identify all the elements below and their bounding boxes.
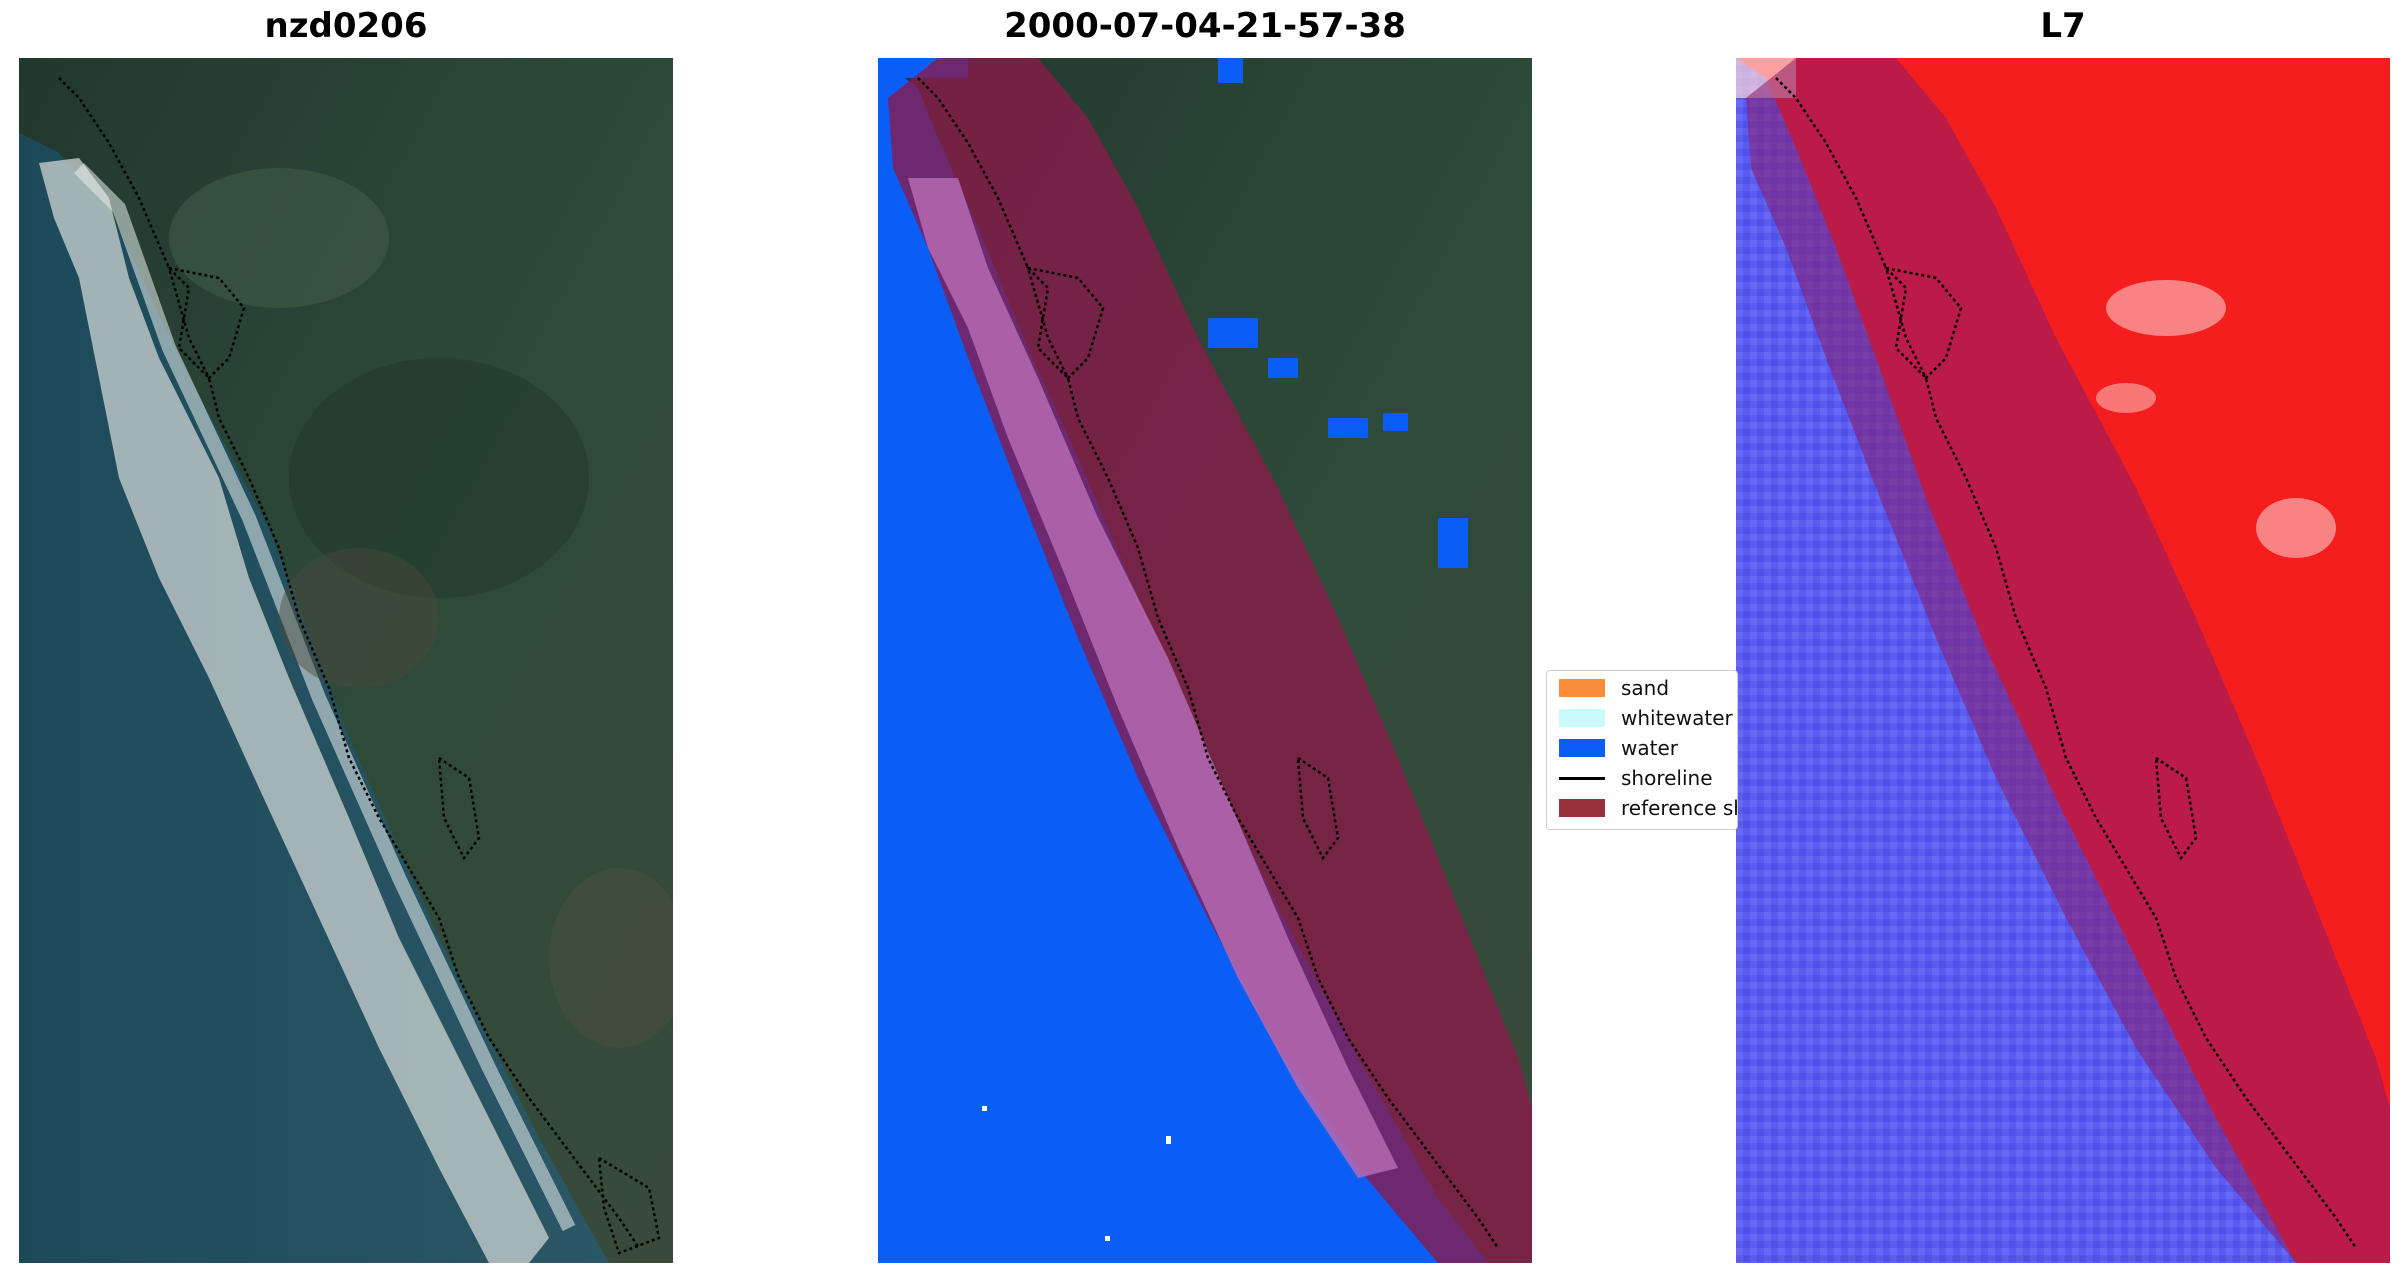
legend-label-water: water [1621, 736, 1678, 760]
legend-label-shoreline: shoreline [1621, 766, 1713, 790]
shoreline-trace [58, 77, 641, 1249]
legend-item-sand: sand [1553, 675, 1669, 701]
rgb-image-panel [19, 58, 673, 1263]
shoreline-trace-2 [917, 77, 1500, 1249]
index-image [1736, 58, 2390, 1263]
legend-label-whitewater: whitewater [1621, 706, 1733, 730]
panel-title-classification: 2000-07-04-21-57-38 [1004, 6, 1406, 46]
legend-swatch-whitewater [1559, 709, 1605, 727]
legend-line-shoreline [1559, 776, 1605, 780]
legend-label-reference-buffer: reference shoreline buffer [1621, 796, 1737, 820]
index-panel [1736, 58, 2390, 1263]
classification-panel [878, 58, 1532, 1263]
classification-image [878, 58, 1532, 1263]
legend-item-shoreline: shoreline [1553, 765, 1713, 791]
panel-title-index: L7 [2040, 6, 2086, 46]
legend-swatch-reference-buffer [1559, 799, 1605, 817]
legend-item-reference-buffer: reference shoreline buffer [1553, 795, 1737, 821]
legend: sand whitewater water shoreline referenc… [1546, 670, 1738, 830]
legend-item-whitewater: whitewater [1553, 705, 1733, 731]
legend-swatch-water [1559, 739, 1605, 757]
legend-swatch-sand [1559, 679, 1605, 697]
panel-title-rgb: nzd0206 [264, 6, 428, 46]
legend-item-water: water [1553, 735, 1678, 761]
shoreline-trace-3 [1775, 77, 2358, 1249]
sand-class-area [908, 178, 1398, 1178]
legend-label-sand: sand [1621, 676, 1670, 700]
rgb-image [19, 58, 673, 1263]
